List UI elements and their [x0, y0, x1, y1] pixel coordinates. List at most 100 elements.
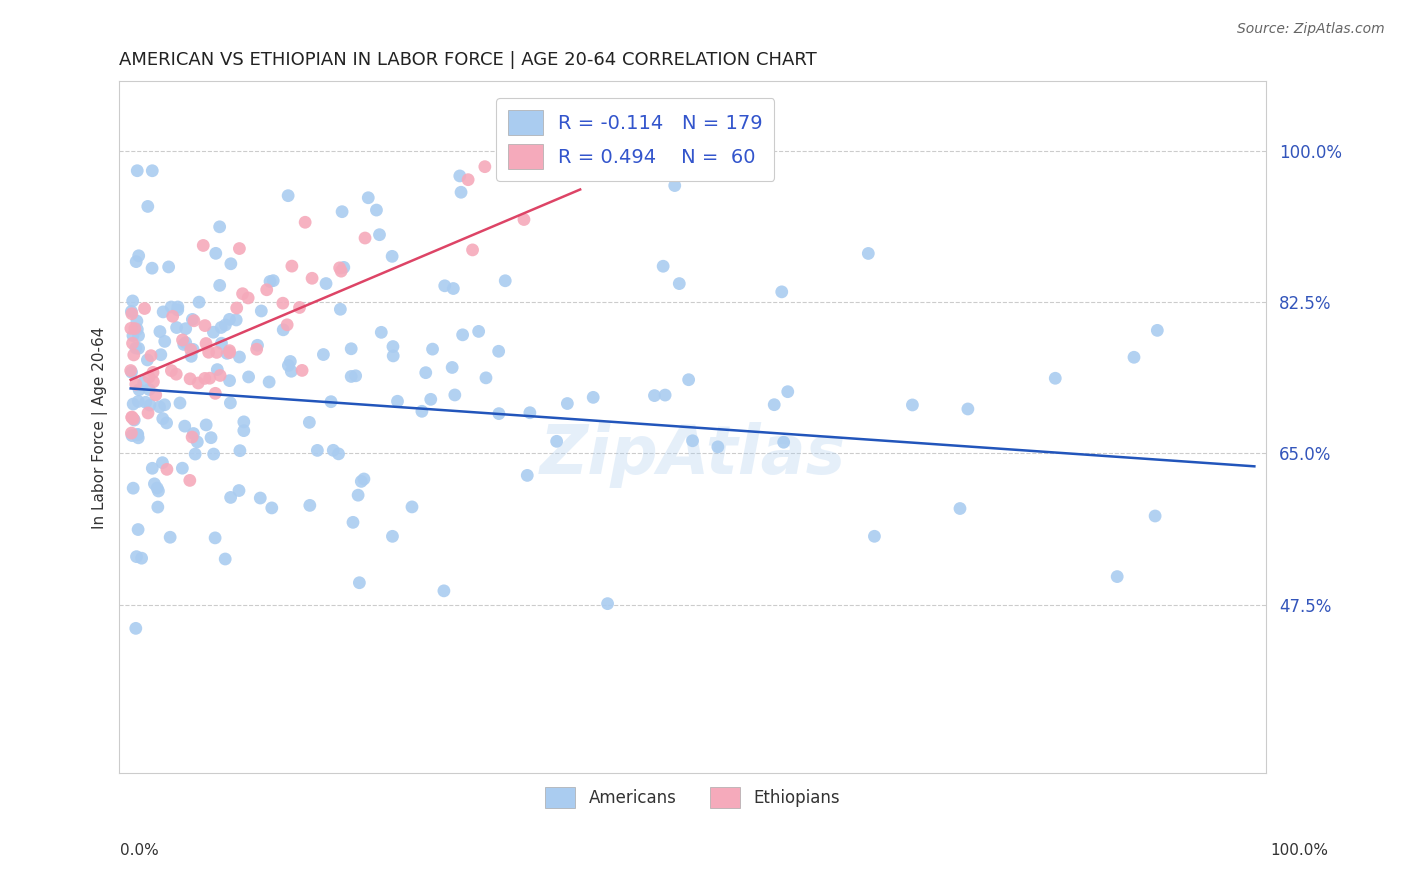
- Point: [152, 456, 174, 470]
- Point: [256, 283, 278, 297]
- Point: [494, 274, 516, 288]
- Point: [188, 295, 211, 310]
- Point: [121, 293, 143, 308]
- Point: [682, 434, 704, 448]
- Point: [127, 163, 149, 178]
- Point: [278, 354, 301, 368]
- Point: [180, 349, 202, 363]
- Point: [271, 296, 294, 310]
- Point: [370, 326, 392, 340]
- Point: [461, 243, 484, 257]
- Point: [131, 551, 153, 566]
- Point: [148, 400, 170, 414]
- Point: [138, 383, 160, 397]
- Point: [207, 362, 229, 376]
- Point: [142, 365, 165, 379]
- Point: [172, 461, 194, 475]
- Point: [146, 500, 169, 514]
- Point: [127, 427, 149, 442]
- Point: [122, 348, 145, 362]
- Point: [125, 621, 148, 635]
- Point: [652, 259, 675, 273]
- Point: [475, 371, 498, 385]
- Point: [122, 397, 145, 411]
- Text: AMERICAN VS ETHIOPIAN IN LABOR FORCE | AGE 20-64 CORRELATION CHART: AMERICAN VS ETHIOPIAN IN LABOR FORCE | A…: [120, 51, 817, 69]
- Point: [122, 413, 145, 427]
- Point: [956, 401, 979, 416]
- Point: [136, 353, 159, 368]
- Point: [232, 286, 254, 301]
- Point: [441, 281, 464, 295]
- Point: [174, 321, 197, 335]
- Point: [219, 257, 242, 271]
- Point: [1146, 323, 1168, 337]
- Point: [193, 238, 215, 252]
- Point: [257, 375, 280, 389]
- Point: [195, 336, 218, 351]
- Point: [218, 343, 240, 358]
- Point: [125, 549, 148, 564]
- Point: [381, 249, 404, 263]
- Point: [350, 475, 373, 489]
- Point: [194, 371, 217, 385]
- Point: [246, 338, 269, 352]
- Point: [166, 300, 188, 314]
- Point: [128, 249, 150, 263]
- Point: [294, 215, 316, 229]
- Point: [121, 307, 143, 321]
- Point: [522, 153, 544, 167]
- Point: [319, 394, 342, 409]
- Point: [128, 328, 150, 343]
- Point: [141, 461, 163, 475]
- Point: [772, 435, 794, 450]
- Point: [181, 312, 204, 326]
- Point: [340, 369, 363, 384]
- Point: [153, 398, 176, 412]
- Point: [863, 529, 886, 543]
- Point: [122, 481, 145, 495]
- Point: [1144, 508, 1167, 523]
- Point: [707, 440, 730, 454]
- Point: [180, 343, 202, 357]
- Point: [232, 424, 254, 438]
- Point: [281, 259, 304, 273]
- Point: [249, 491, 271, 505]
- Point: [214, 552, 236, 566]
- Point: [173, 337, 195, 351]
- Point: [184, 447, 207, 461]
- Point: [340, 342, 363, 356]
- Point: [260, 500, 283, 515]
- Point: [141, 163, 163, 178]
- Point: [145, 388, 167, 402]
- Point: [949, 501, 972, 516]
- Point: [136, 406, 159, 420]
- Point: [901, 398, 924, 412]
- Point: [146, 481, 169, 495]
- Point: [467, 325, 489, 339]
- Point: [596, 597, 619, 611]
- Point: [139, 398, 162, 412]
- Point: [127, 523, 149, 537]
- Point: [344, 368, 367, 383]
- Text: 0.0%: 0.0%: [120, 843, 159, 858]
- Point: [152, 305, 174, 319]
- Point: [152, 411, 174, 425]
- Point: [183, 314, 205, 328]
- Point: [166, 320, 188, 334]
- Point: [1107, 569, 1129, 583]
- Point: [179, 474, 201, 488]
- Point: [149, 325, 172, 339]
- Point: [449, 169, 471, 183]
- Point: [202, 325, 225, 339]
- Point: [298, 416, 321, 430]
- Point: [120, 304, 142, 318]
- Point: [204, 386, 226, 401]
- Point: [582, 390, 605, 404]
- Point: [271, 323, 294, 337]
- Point: [770, 285, 793, 299]
- Point: [450, 186, 472, 200]
- Point: [127, 431, 149, 445]
- Point: [120, 321, 142, 335]
- Point: [121, 365, 143, 379]
- Point: [668, 277, 690, 291]
